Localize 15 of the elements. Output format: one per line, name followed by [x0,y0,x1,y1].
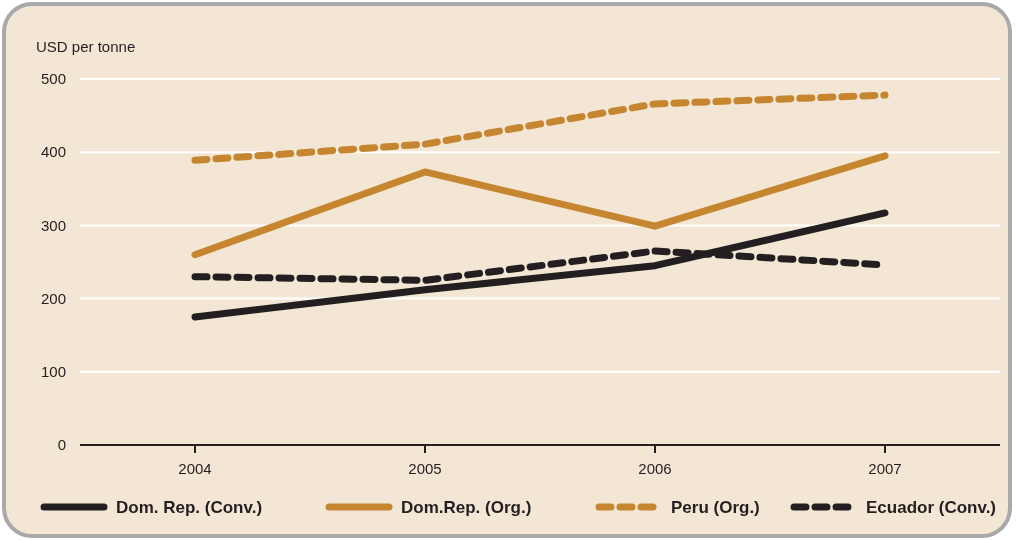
x-tick-label: 2005 [408,460,442,478]
y-tick-label: 400 [40,143,66,161]
y-tick-label: 300 [40,216,66,234]
legend-label: Peru (Org.) [671,497,760,517]
x-tick-label: 2007 [868,460,902,478]
legend-label: Ecuador (Conv.) [866,497,997,517]
y-tick-label: 100 [40,363,66,381]
x-tick-label: 2006 [638,460,672,478]
y-tick-label: 200 [40,289,66,307]
legend-label: Dom.Rep. (Org.) [401,497,532,517]
legend-label: Dom. Rep. (Conv.) [116,497,263,517]
y-tick-label: 0 [57,436,66,454]
y-tick-label: 500 [40,70,66,88]
y-axis-title: USD per tonne [36,38,136,55]
x-tick-label: 2004 [178,460,212,478]
